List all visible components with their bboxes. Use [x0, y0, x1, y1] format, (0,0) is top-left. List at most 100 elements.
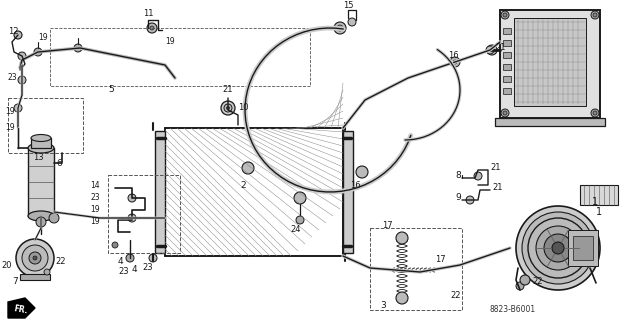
Circle shape: [552, 242, 564, 254]
Text: 19: 19: [5, 108, 15, 116]
Bar: [155, 131, 165, 253]
Ellipse shape: [28, 211, 54, 221]
Bar: [165, 128, 343, 256]
Bar: [370, 228, 462, 310]
Circle shape: [149, 254, 157, 262]
Text: 16: 16: [448, 51, 459, 60]
Text: 1: 1: [596, 207, 602, 217]
Circle shape: [242, 162, 254, 174]
Bar: [503, 76, 511, 82]
Circle shape: [591, 11, 599, 19]
Bar: [568, 230, 598, 266]
Text: 8823-B6001: 8823-B6001: [490, 306, 536, 315]
Circle shape: [16, 239, 54, 277]
Circle shape: [150, 26, 154, 30]
Ellipse shape: [28, 143, 54, 153]
Bar: [8, 98, 83, 153]
Text: 23: 23: [142, 263, 152, 273]
Circle shape: [36, 217, 46, 227]
Text: 12: 12: [8, 28, 19, 36]
Circle shape: [14, 31, 22, 39]
Text: 11: 11: [143, 10, 153, 19]
Bar: [50, 28, 310, 86]
Circle shape: [536, 226, 580, 270]
Circle shape: [516, 282, 524, 290]
Bar: [500, 10, 600, 118]
Circle shape: [44, 269, 50, 275]
Circle shape: [128, 194, 136, 202]
Text: 17: 17: [435, 255, 445, 265]
Circle shape: [501, 109, 509, 117]
Circle shape: [348, 18, 356, 26]
Text: 20: 20: [1, 260, 12, 269]
Circle shape: [501, 11, 509, 19]
Bar: [20, 274, 50, 280]
Circle shape: [334, 22, 346, 34]
Text: 5: 5: [108, 85, 114, 94]
Text: 9: 9: [455, 194, 461, 203]
Circle shape: [474, 172, 482, 180]
Text: 21: 21: [490, 164, 500, 172]
Circle shape: [296, 216, 304, 224]
Bar: [580, 185, 618, 205]
Text: 19: 19: [90, 205, 100, 214]
Circle shape: [29, 252, 41, 264]
Circle shape: [74, 44, 82, 52]
Text: 24: 24: [290, 226, 301, 235]
Circle shape: [18, 52, 26, 60]
Circle shape: [522, 212, 594, 284]
Circle shape: [593, 111, 597, 115]
Circle shape: [14, 104, 22, 112]
Bar: [503, 40, 511, 46]
Circle shape: [466, 196, 474, 204]
Circle shape: [34, 48, 42, 56]
Circle shape: [227, 107, 230, 109]
Text: FR.: FR.: [13, 304, 28, 316]
Text: 2: 2: [240, 180, 246, 189]
Text: 13: 13: [33, 154, 44, 163]
Ellipse shape: [31, 134, 51, 141]
Circle shape: [22, 245, 48, 271]
Circle shape: [128, 214, 136, 222]
Bar: [495, 118, 605, 126]
Circle shape: [396, 232, 408, 244]
Text: 17: 17: [382, 220, 392, 229]
Text: 4: 4: [118, 258, 124, 267]
Circle shape: [147, 23, 157, 33]
Text: 7: 7: [12, 277, 18, 286]
Circle shape: [450, 57, 460, 67]
Circle shape: [593, 13, 597, 17]
Text: 19: 19: [5, 124, 15, 132]
Text: 21: 21: [222, 85, 232, 94]
Text: 23: 23: [90, 194, 100, 203]
Circle shape: [112, 242, 118, 248]
Text: 23: 23: [8, 74, 18, 83]
Bar: [503, 64, 511, 70]
Text: 21: 21: [495, 44, 506, 52]
Circle shape: [221, 101, 235, 115]
Circle shape: [503, 13, 507, 17]
Bar: [31, 138, 51, 148]
Circle shape: [486, 46, 494, 54]
Bar: [503, 88, 511, 94]
Text: 3: 3: [380, 300, 386, 309]
Circle shape: [224, 104, 232, 112]
Circle shape: [18, 76, 26, 84]
Circle shape: [126, 254, 134, 262]
Circle shape: [520, 275, 530, 285]
Text: 19: 19: [165, 37, 175, 46]
Circle shape: [396, 292, 408, 304]
Circle shape: [453, 60, 457, 64]
Circle shape: [33, 256, 37, 260]
Circle shape: [49, 213, 59, 223]
Circle shape: [337, 25, 343, 31]
Circle shape: [294, 192, 306, 204]
Circle shape: [356, 166, 368, 178]
Circle shape: [487, 45, 497, 55]
Text: 22: 22: [450, 291, 461, 300]
Circle shape: [503, 111, 507, 115]
Circle shape: [591, 109, 599, 117]
Text: 21: 21: [492, 183, 502, 193]
Text: 19: 19: [90, 218, 100, 227]
Bar: [108, 175, 180, 253]
